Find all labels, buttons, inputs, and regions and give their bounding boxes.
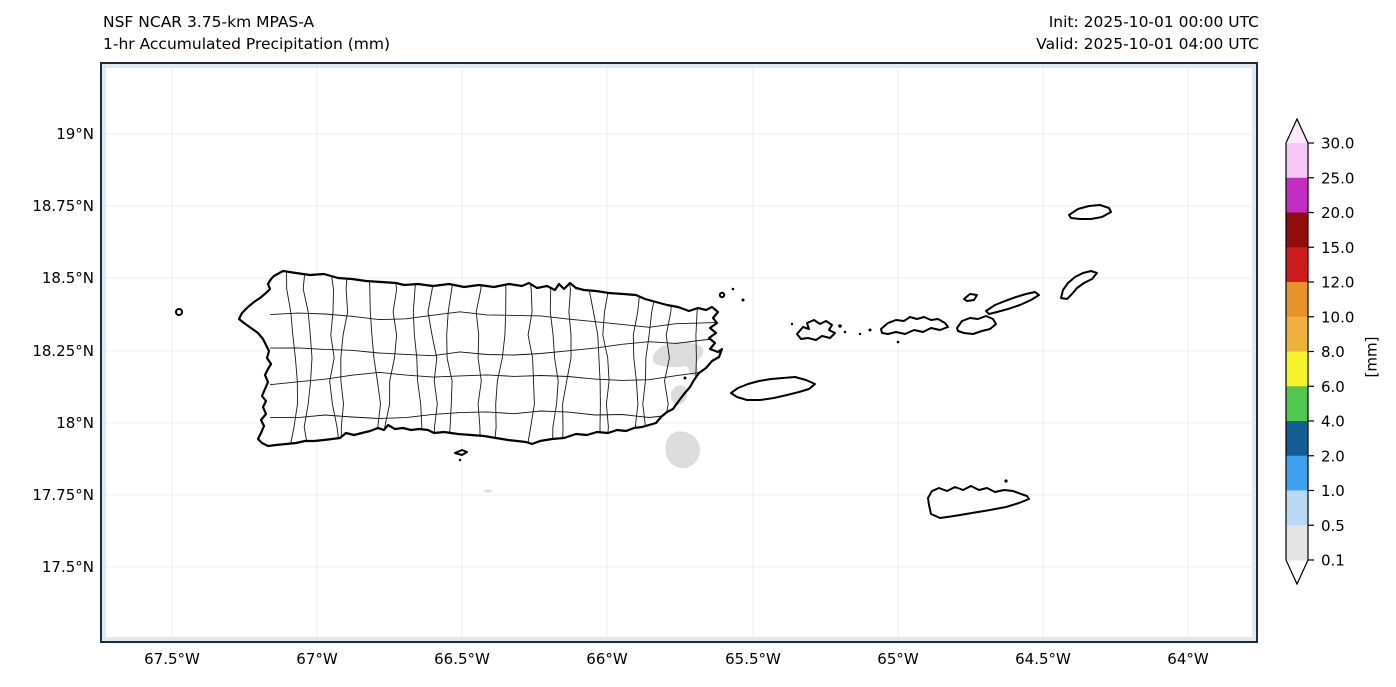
colorbar-over-arrow [1286,119,1308,143]
colorbar-segment [1286,456,1308,491]
colorbar-segment [1286,247,1308,282]
colorbar-segment [1286,421,1308,456]
valid-time-label: Valid: 2025-10-01 04:00 UTC [1036,33,1259,55]
map-plot-area [100,62,1258,643]
init-time-label: Init: 2025-10-01 00:00 UTC [1049,11,1259,33]
y-tick-label: 18.75°N [0,196,94,216]
x-tick-label: 64.5°W [998,648,1088,670]
colorbar-tick-label: 6.0 [1321,378,1345,396]
colorbar-segment [1286,282,1308,317]
colorbar-segment [1286,352,1308,387]
colorbar-tick-label: 1.0 [1321,482,1345,500]
puerto-rico-landmass [239,271,722,446]
x-tick-label: 66.5°W [417,648,507,670]
y-tick-label: 18.5°N [0,268,94,288]
y-tick-label: 17.75°N [0,485,94,505]
x-tick-label: 67°W [272,648,362,670]
colorbar-segment [1286,525,1308,560]
tortola-island [986,292,1039,314]
colorbar-tick-label: 30.0 [1321,135,1354,153]
colorbar-under-arrow [1286,560,1308,584]
colorbar-tick-label: 25.0 [1321,169,1354,187]
x-tick-label: 64°W [1143,648,1233,670]
colorbar-tick-label: 10.0 [1321,308,1354,326]
y-tick-label: 18°N [0,413,94,433]
precip-patch-south [666,431,701,468]
colorbar-unit-label: [mm] [1352,301,1390,413]
page-title: NSF NCAR 3.75-km MPAS-A [103,11,314,33]
map-canvas [100,62,1258,643]
st-john-island [957,316,996,334]
colorbar-segment [1286,143,1308,178]
x-tick-label: 65.5°W [708,648,798,670]
x-tick-label: 66°W [562,648,652,670]
colorbar-tick-label: 4.0 [1321,413,1345,431]
x-tick-label: 65°W [853,648,943,670]
vieques-island [731,377,815,400]
caja-de-muertos-islet [455,450,467,455]
colorbar-segment [1286,317,1308,352]
y-tick-label: 19°N [0,124,94,144]
st-croix-island [928,486,1029,518]
precip-speck [484,489,492,492]
anegada-island [1069,205,1111,219]
weather-map-figure: NSF NCAR 3.75-km MPAS-A 1-hr Accumulated… [0,0,1396,687]
colorbar-tick-label: 15.0 [1321,239,1354,257]
colorbar-tick-label: 0.5 [1321,517,1345,535]
virgin-gorda-island [1061,271,1097,299]
y-tick-label: 17.5°N [0,557,94,577]
colorbar-segment [1286,213,1308,248]
colorbar-tick-label: 0.1 [1321,552,1345,570]
colorbar-tick-label: 20.0 [1321,204,1354,222]
colorbar-segment [1286,178,1308,213]
culebra-island [797,320,835,340]
st-thomas-island [881,317,948,334]
x-tick-label: 67.5°W [127,648,217,670]
y-tick-label: 18.25°N [0,341,94,361]
page-subtitle: 1-hr Accumulated Precipitation (mm) [103,33,390,55]
jost-van-dyke-island [964,294,977,301]
colorbar-segment [1286,386,1308,421]
colorbar-tick-label: 8.0 [1321,343,1345,361]
colorbar-segment [1286,491,1308,526]
icacos-cay [720,293,724,297]
colorbar-tick-label: 2.0 [1321,447,1345,465]
desecheo-island [176,309,182,315]
colorbar-tick-label: 12.0 [1321,274,1354,292]
